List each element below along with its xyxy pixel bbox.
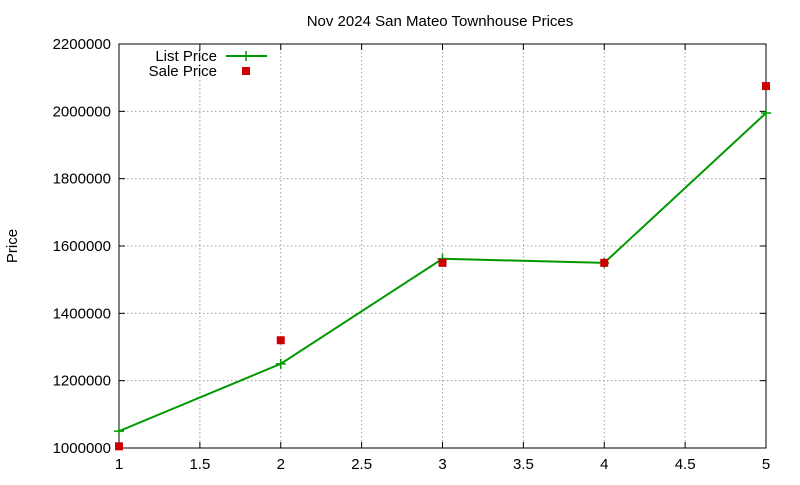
series-layer [114, 82, 771, 451]
y-axis-label: Price [4, 229, 21, 263]
y-tick-label: 1000000 [53, 440, 111, 457]
data-point [600, 258, 609, 267]
y-tick-label: 2000000 [53, 103, 111, 120]
data-point [115, 442, 123, 451]
chart-title: Nov 2024 San Mateo Townhouse Prices [307, 13, 574, 30]
data-point [438, 258, 447, 267]
legend-label: List Price [155, 48, 217, 65]
data-point [276, 336, 285, 345]
data-point [761, 108, 771, 119]
axis-ticks: 1 1.5 2 2.5 3 3.5 4 4.5 5 1000000 1200000 1400000 16… [53, 36, 771, 473]
x-tick-label: 5 [762, 456, 770, 473]
series-sale-price [115, 82, 770, 451]
data-point [762, 82, 770, 91]
data-point [114, 426, 124, 437]
x-tick-label: 4 [600, 456, 608, 473]
y-tick-label: 1600000 [53, 238, 111, 255]
x-tick-label: 4.5 [675, 456, 696, 473]
x-tick-label: 3 [438, 456, 446, 473]
x-tick-label: 1 [115, 456, 123, 473]
y-tick-label: 2200000 [53, 36, 111, 53]
data-point [275, 358, 286, 369]
grid [119, 44, 766, 448]
legend-marker [242, 67, 250, 75]
y-tick-label: 1400000 [53, 305, 111, 322]
x-tick-label: 2.5 [351, 456, 372, 473]
legend-label: Sale Price [149, 63, 217, 80]
legend-marker [241, 51, 251, 61]
y-tick-label: 1200000 [53, 373, 111, 390]
x-tick-label: 2 [277, 456, 285, 473]
series-list-price [114, 108, 771, 437]
x-tick-label: 1.5 [189, 456, 210, 473]
y-tick-label: 1800000 [53, 171, 111, 188]
x-tick-label: 3.5 [513, 456, 534, 473]
